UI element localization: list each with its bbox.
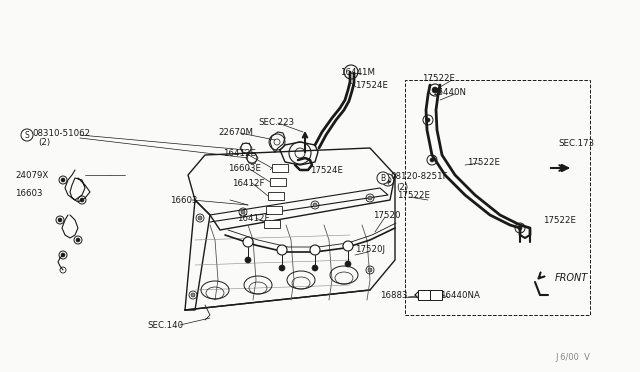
Text: 17520: 17520	[373, 211, 401, 219]
Text: 17524E: 17524E	[310, 166, 343, 174]
Circle shape	[61, 178, 65, 182]
Bar	[266, 206, 282, 214]
Text: 16603E: 16603E	[228, 164, 261, 173]
Circle shape	[310, 245, 320, 255]
Text: 08120-8251F: 08120-8251F	[390, 171, 447, 180]
Text: SEC.140: SEC.140	[147, 321, 183, 330]
Bar	[430, 290, 442, 300]
Text: 17524E: 17524E	[355, 80, 388, 90]
Text: 16603: 16603	[170, 196, 198, 205]
Text: J 6/00  V: J 6/00 V	[555, 353, 590, 362]
Circle shape	[58, 218, 62, 222]
Bar	[268, 192, 284, 200]
Circle shape	[426, 118, 430, 122]
Circle shape	[61, 253, 65, 257]
Bar	[405, 80, 590, 315]
Text: FRONT: FRONT	[555, 273, 588, 283]
Text: 17520J: 17520J	[355, 246, 385, 254]
Circle shape	[76, 238, 80, 242]
Circle shape	[430, 158, 434, 162]
Bar	[270, 178, 286, 186]
Text: 16412F: 16412F	[237, 214, 269, 222]
Bar	[264, 220, 280, 228]
Text: 17522E: 17522E	[422, 74, 455, 83]
Circle shape	[368, 268, 372, 272]
Circle shape	[313, 203, 317, 207]
Circle shape	[279, 265, 285, 271]
Text: 17522E: 17522E	[467, 157, 500, 167]
Circle shape	[241, 210, 245, 214]
Text: 22670M: 22670M	[218, 128, 253, 137]
Text: 16441M: 16441M	[340, 67, 375, 77]
Bar	[272, 164, 288, 172]
Text: SEC.173: SEC.173	[558, 138, 594, 148]
Text: 17522E: 17522E	[397, 190, 430, 199]
Text: (2): (2)	[38, 138, 50, 147]
Text: 16440NA: 16440NA	[440, 291, 480, 299]
Circle shape	[368, 196, 372, 200]
Text: 16440N: 16440N	[432, 87, 466, 96]
Text: 08310-51062: 08310-51062	[32, 128, 90, 138]
Circle shape	[277, 245, 287, 255]
Bar	[418, 290, 432, 300]
Text: 16412F: 16412F	[232, 179, 264, 187]
Circle shape	[343, 241, 353, 251]
Circle shape	[518, 226, 522, 230]
Text: S: S	[24, 131, 29, 140]
Circle shape	[243, 237, 253, 247]
Text: B: B	[380, 173, 385, 183]
Circle shape	[80, 198, 84, 202]
Text: 16603: 16603	[15, 189, 42, 198]
Text: 16883: 16883	[380, 291, 408, 299]
Circle shape	[245, 257, 251, 263]
Text: SEC.223: SEC.223	[258, 118, 294, 126]
Circle shape	[432, 87, 438, 93]
Circle shape	[198, 216, 202, 220]
Circle shape	[312, 265, 318, 271]
Text: 17522E: 17522E	[543, 215, 576, 224]
Circle shape	[191, 293, 195, 297]
Text: (2): (2)	[396, 183, 408, 192]
Text: 16412E: 16412E	[223, 148, 256, 157]
Circle shape	[345, 261, 351, 267]
Text: 24079X: 24079X	[15, 170, 48, 180]
